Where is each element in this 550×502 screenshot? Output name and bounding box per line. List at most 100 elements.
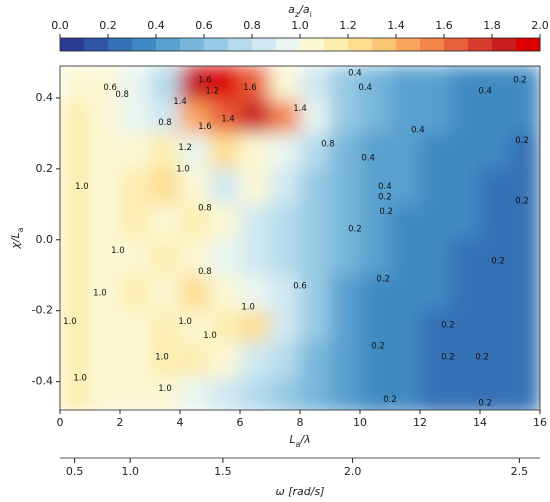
colorbar-segment: [324, 38, 349, 51]
cell: [269, 66, 301, 102]
cell: [479, 310, 511, 347]
contour-label: 0.8: [198, 267, 212, 277]
cell: [359, 168, 391, 205]
cell: [419, 342, 451, 379]
cell: [269, 168, 301, 205]
cell: [119, 168, 151, 205]
colorbar-segment: [132, 38, 157, 51]
y-axis-label-part: χ/L: [9, 232, 22, 249]
cell: [60, 100, 91, 138]
cell: [329, 239, 361, 276]
cell: [119, 342, 151, 379]
cell: [149, 377, 181, 410]
cell: [89, 342, 121, 379]
cell: [389, 274, 421, 312]
cell: [89, 203, 121, 241]
contour-label: 1.6: [198, 122, 212, 132]
x2-axis-label: ω [rad/s]: [276, 485, 325, 498]
cell: [209, 132, 241, 170]
cell: [509, 239, 540, 276]
colorbar-segment: [516, 38, 541, 51]
colorbar-title-part: i: [310, 10, 312, 19]
x-tick-label: 12: [413, 416, 427, 429]
contour-label: 1.2: [178, 143, 192, 153]
cell: [329, 274, 361, 312]
cell: [449, 168, 481, 205]
cell: [269, 132, 301, 170]
x2-tick-label: 2.0: [344, 465, 362, 478]
contour-label: 1.6: [243, 83, 257, 93]
contour-label: 0.4: [378, 182, 392, 192]
cell: [239, 203, 271, 241]
cell: [359, 66, 391, 102]
cell: [179, 377, 211, 410]
cell: [209, 66, 241, 102]
cell: [389, 342, 421, 379]
cell: [299, 100, 331, 138]
cell: [479, 239, 511, 276]
contour-label: 0.8: [321, 140, 335, 150]
cell: [479, 203, 511, 241]
cell: [209, 168, 241, 205]
contour-label: 0.8: [158, 118, 172, 128]
contour-label: 0.2: [491, 257, 505, 267]
contour-label: 0.6: [103, 83, 117, 93]
cell: [149, 203, 181, 241]
y-tick-label: 0.0: [36, 233, 54, 246]
cell: [509, 274, 540, 312]
cell: [419, 377, 451, 410]
cell: [509, 342, 540, 379]
cell: [329, 100, 361, 138]
cell: [149, 274, 181, 312]
cells: [60, 66, 540, 410]
x2-tick-label: 0.5: [66, 465, 84, 478]
y-axis-label-part: a: [16, 227, 25, 232]
cell: [299, 310, 331, 347]
cell: [119, 377, 151, 410]
x-axis-label-part: L: [289, 433, 295, 446]
cell: [449, 274, 481, 312]
contour-label: 0.8: [115, 90, 129, 100]
cell: [179, 66, 211, 102]
cell: [239, 310, 271, 347]
cell: [179, 132, 211, 170]
cell: [209, 377, 241, 410]
cell: [479, 132, 511, 170]
y-tick-label: 0.2: [36, 162, 54, 175]
cell: [449, 100, 481, 138]
cell: [359, 274, 391, 312]
contour-label: 1.4: [293, 104, 307, 114]
contour-label: 0.2: [515, 196, 529, 206]
colorbar-segment: [444, 38, 469, 51]
x2-tick-label: 2.5: [511, 465, 529, 478]
cell: [509, 377, 540, 410]
contour-label: 0.2: [478, 398, 492, 408]
contour-label: 1.2: [205, 86, 219, 96]
cell: [89, 274, 121, 312]
cell: [479, 377, 511, 410]
cell: [119, 274, 151, 312]
cell: [89, 100, 121, 138]
contour-label: 0.4: [361, 154, 375, 164]
cell: [419, 132, 451, 170]
cell: [299, 342, 331, 379]
cell: [119, 310, 151, 347]
cell: [269, 342, 301, 379]
cell: [359, 377, 391, 410]
cell: [299, 239, 331, 276]
cell: [269, 100, 301, 138]
y-axis-label: χ/La: [9, 227, 25, 249]
cell: [389, 203, 421, 241]
cell: [60, 274, 91, 312]
cell: [60, 203, 91, 241]
y-tick-label: 0.4: [36, 91, 54, 104]
cell: [509, 168, 540, 205]
cell: [419, 66, 451, 102]
x-tick-label: 16: [533, 416, 547, 429]
cell: [239, 274, 271, 312]
colorbar-tick-label: 0.4: [147, 19, 165, 32]
y-tick-label: -0.4: [32, 375, 53, 388]
cell: [419, 100, 451, 138]
colorbar-title: az/ai: [288, 3, 312, 19]
